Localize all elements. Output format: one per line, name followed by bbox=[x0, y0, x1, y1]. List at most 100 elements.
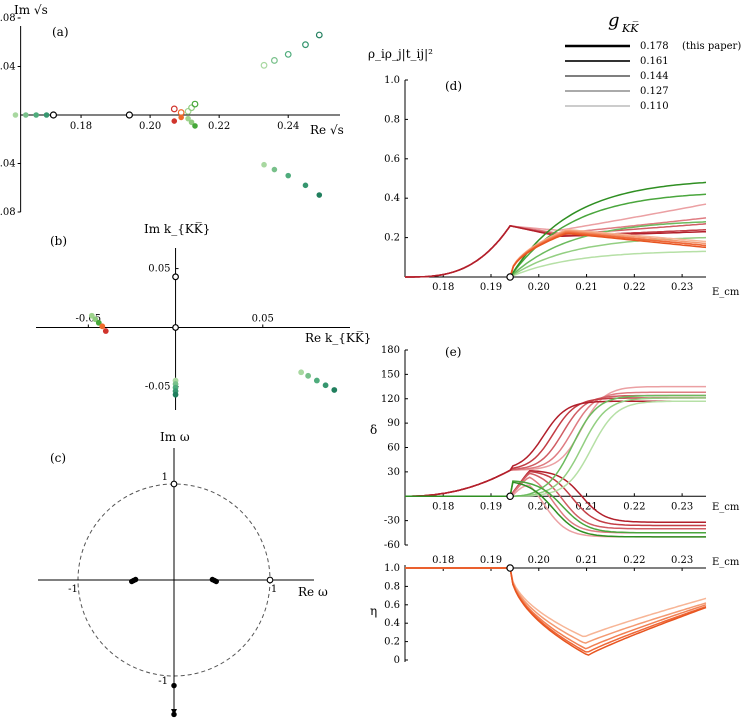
panel-c-xlabel: Re ω bbox=[298, 585, 328, 599]
panel-c: (c) Im ω Re ω -1 1 1 -1 bbox=[38, 430, 328, 718]
panel-e-red-up-curve bbox=[404, 400, 706, 498]
panel-f-xtick-label: 0.22 bbox=[623, 555, 645, 566]
panel-e-ytick-label: 30 bbox=[387, 467, 400, 478]
panel-a-point bbox=[271, 166, 278, 173]
legend: g KK̅ 0.178 (this paper)0.1610.1440.1270.… bbox=[565, 10, 741, 112]
panel-d-xlabel: E_cm bbox=[712, 287, 740, 298]
panel-a-point bbox=[302, 41, 309, 49]
legend-value: 0.178 bbox=[640, 41, 669, 52]
panel-a-point bbox=[284, 50, 292, 58]
panel-d-ytick-label: 0.6 bbox=[384, 154, 400, 165]
panel-a-point bbox=[191, 100, 199, 108]
panel-e-threshold-marker bbox=[506, 492, 514, 501]
panel-c-xtick-label: 1 bbox=[271, 584, 277, 595]
panel-c-point bbox=[266, 576, 274, 584]
panel-a-point bbox=[316, 192, 323, 198]
panel-a-point bbox=[171, 118, 178, 124]
panel-d-ytick-label: 1.0 bbox=[384, 75, 400, 86]
panel-a-point bbox=[261, 161, 267, 168]
panel-e-xlabel: E_cm bbox=[712, 502, 740, 513]
panel-a-point bbox=[125, 111, 133, 119]
panel-a-point bbox=[188, 119, 195, 126]
panel-f: η E_cm 0.18 0.19 0.20 0.21 0.22 0.231.00.80.6… bbox=[370, 555, 740, 666]
panel-f-orange-curve bbox=[405, 567, 707, 653]
panel-a-plot: 0.18 0.20 0.22 0.24 0.08 0.04 -0.04 -0.08 bbox=[0, 13, 340, 218]
panel-d-plot: 0.18 0.19 0.20 0.21 0.22 0.23 0.2 0.4 0.6 0.8 1.0 bbox=[384, 75, 707, 293]
panel-e-plot: 0.18 0.19 0.20 0.21 0.22 0.23 180 150 120 90 60 30 -… bbox=[381, 345, 706, 551]
panel-e-xtick-label: 0.21 bbox=[575, 501, 597, 512]
panel-f-orange-curve bbox=[405, 567, 707, 638]
panel-f-orange-curve bbox=[405, 567, 707, 650]
panel-d-ytick-label: 0.2 bbox=[384, 233, 400, 244]
panel-e-ytick-label: 60 bbox=[387, 443, 400, 454]
panel-d-xtick-label: 0.18 bbox=[432, 282, 454, 293]
panel-c-ytick-label: 1 bbox=[162, 472, 168, 483]
panel-a-xtick-label: 0.18 bbox=[70, 121, 92, 132]
panel-d-ytick-label: 0.8 bbox=[384, 114, 400, 125]
panel-b-point bbox=[313, 377, 320, 384]
panel-b-point bbox=[95, 319, 102, 326]
panel-a-point bbox=[170, 105, 178, 113]
legend-value: 0.144 bbox=[640, 71, 669, 82]
panel-a-point bbox=[271, 57, 278, 64]
panel-b-ytick-label: 0.05 bbox=[148, 264, 170, 275]
panel-e-ytick-label: 90 bbox=[387, 418, 400, 429]
panel-b-point bbox=[88, 312, 95, 319]
panel-a: (a) Im √s Re √s 0.18 0.20 0.22 0.24 0.08 0.04… bbox=[0, 3, 344, 218]
panel-d-xtick-label: 0.21 bbox=[575, 282, 597, 293]
panel-b-point bbox=[172, 273, 179, 281]
panel-b-point bbox=[92, 316, 99, 323]
legend-note: (this paper) bbox=[682, 41, 741, 52]
panel-f-ytick-label: 0.6 bbox=[384, 600, 400, 611]
panel-b-xtick-label: -0.05 bbox=[76, 314, 102, 325]
panel-c-ytick-label: -1 bbox=[158, 676, 168, 687]
panel-c-point bbox=[171, 682, 177, 689]
panel-f-plot: 0.18 0.19 0.20 0.21 0.22 0.231.00.80.60.40.20 bbox=[384, 555, 707, 666]
panel-f-xlabel: E_cm bbox=[712, 557, 740, 568]
panel-a-point bbox=[285, 172, 292, 179]
panel-a-point bbox=[43, 112, 50, 118]
panel-f-orange-curve bbox=[405, 567, 707, 656]
panel-b-point bbox=[331, 387, 338, 393]
panel-e-label: (e) bbox=[445, 345, 461, 359]
panel-e-ytick-label: -30 bbox=[384, 516, 400, 527]
panel-d: (d) ρ_iρ_j|t_ij|² E_cm 0.18 0.19 0.20 0.21 0… bbox=[368, 47, 740, 298]
panel-d-threshold-marker bbox=[506, 273, 514, 281]
panel-e: (e) δ E_cm 0.18 0.19 0.20 0.21 0.22 0.23 180 15… bbox=[370, 345, 740, 551]
panel-f-ytick-label: 0.4 bbox=[384, 618, 400, 629]
panel-a-ytick-label: 0.04 bbox=[0, 62, 16, 73]
panel-a-ytick-label: -0.08 bbox=[0, 207, 16, 218]
panel-d-red-curve bbox=[405, 224, 707, 278]
panel-a-point bbox=[49, 111, 58, 119]
panel-c-point bbox=[132, 576, 139, 583]
panel-a-xtick-label: 0.22 bbox=[208, 121, 230, 132]
panel-d-orange-curve bbox=[509, 232, 707, 278]
panel-a-point bbox=[178, 114, 184, 121]
panel-e-xtick-label: 0.20 bbox=[528, 501, 550, 512]
panel-a-point bbox=[185, 115, 191, 122]
legend-value: 0.110 bbox=[640, 101, 669, 112]
panel-a-point bbox=[315, 31, 323, 39]
panel-c-point bbox=[170, 480, 178, 488]
panel-b-point bbox=[102, 328, 109, 334]
panel-c-ylabel: Im ω bbox=[160, 430, 190, 444]
panel-a-point bbox=[184, 107, 192, 115]
panel-e-green-curve bbox=[405, 400, 706, 498]
panel-b-ytick-label: -0.05 bbox=[145, 381, 171, 392]
panel-f-xtick-label: 0.21 bbox=[575, 555, 597, 566]
panel-a-point bbox=[188, 104, 195, 112]
panel-f-xtick-label: 0.20 bbox=[528, 555, 550, 566]
panel-a-point bbox=[192, 123, 198, 129]
panel-e-green-curve bbox=[405, 394, 706, 498]
panel-a-ytick-label: 0.08 bbox=[0, 13, 16, 24]
panel-a-point bbox=[23, 112, 29, 118]
panel-e-green-curve bbox=[405, 480, 706, 534]
panel-e-red-down-curve bbox=[509, 470, 706, 523]
panel-a-label: (a) bbox=[52, 25, 69, 39]
panel-f-orange-curve bbox=[405, 567, 707, 644]
panel-b-xtick-label: 0.05 bbox=[252, 314, 274, 325]
panel-f-ytick-label: 0.8 bbox=[384, 581, 400, 592]
panel-a-xtick-label: 0.24 bbox=[277, 121, 299, 132]
panel-d-label: (d) bbox=[445, 79, 462, 93]
panel-f-threshold-marker bbox=[506, 564, 514, 572]
